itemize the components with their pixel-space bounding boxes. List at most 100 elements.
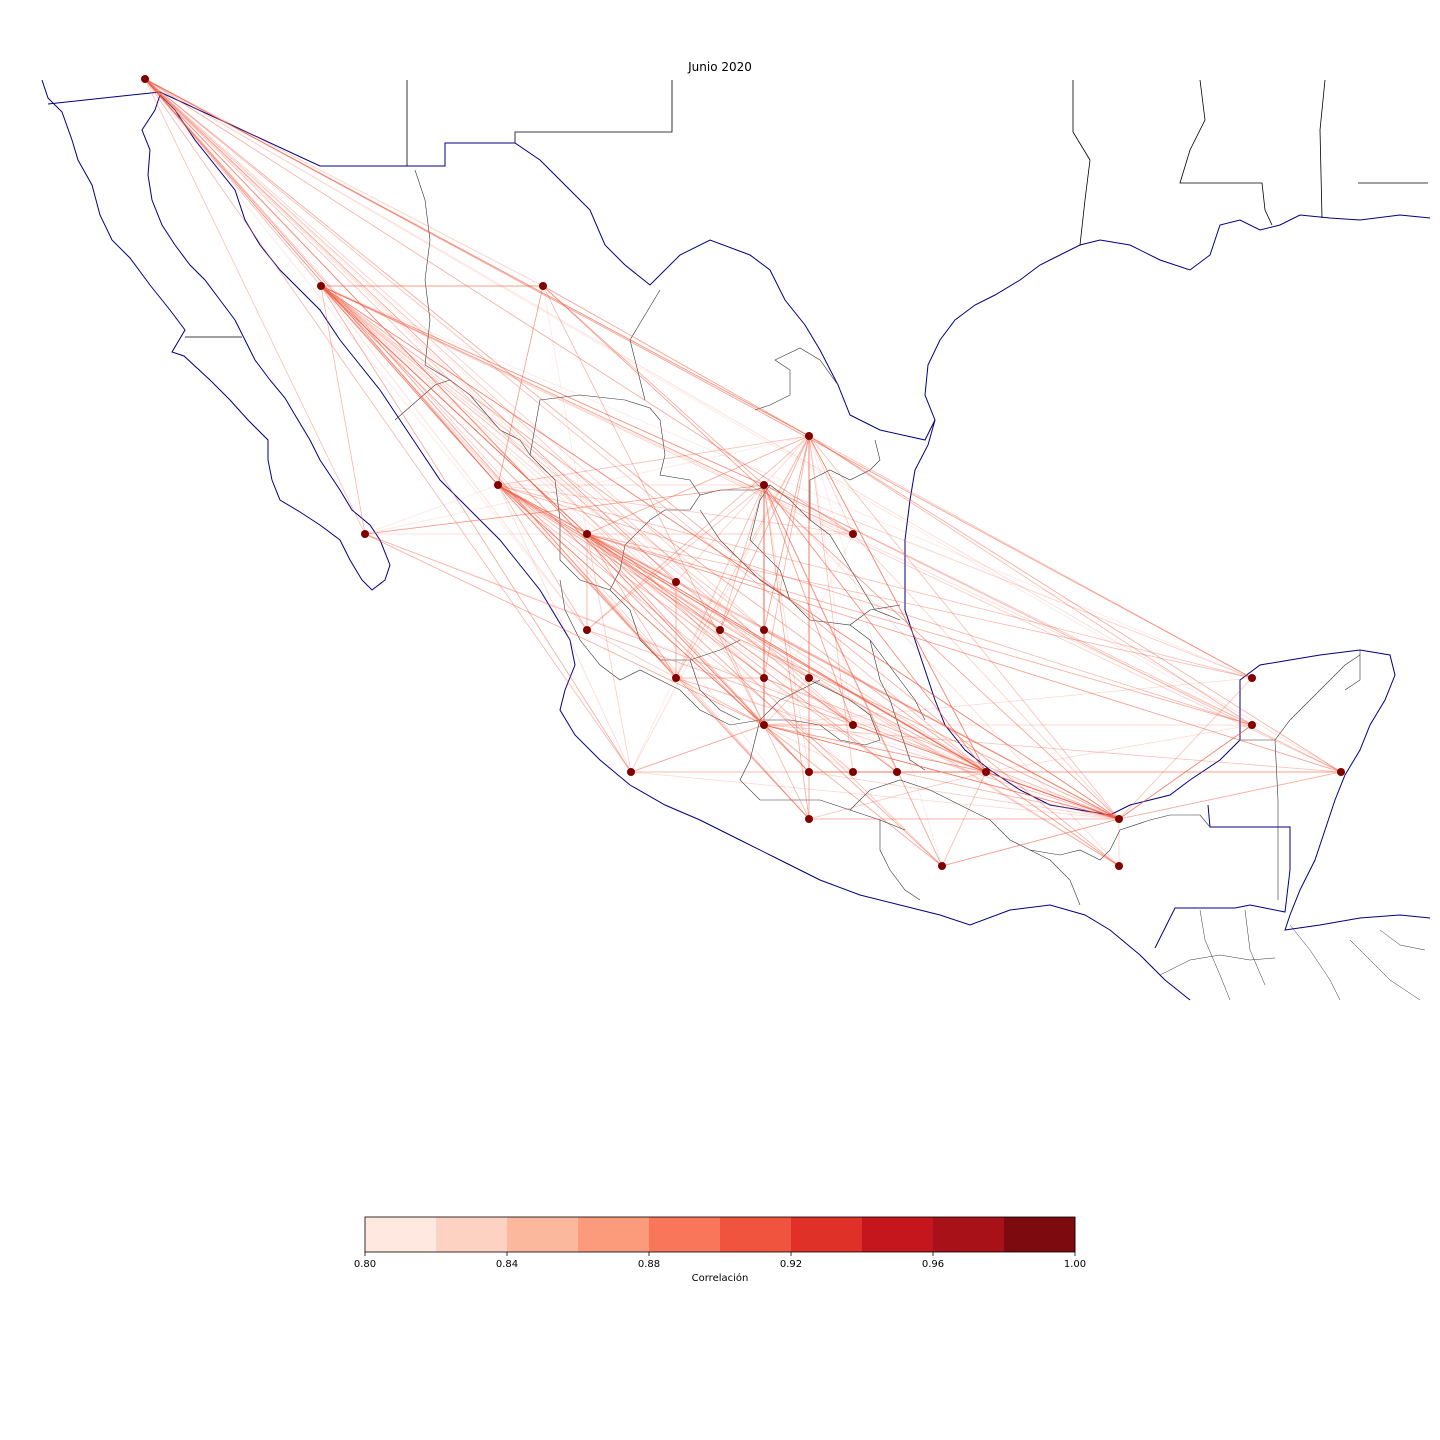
correlation-edge bbox=[808, 435, 854, 535]
city-node bbox=[938, 862, 946, 870]
correlation-edge bbox=[364, 533, 1120, 820]
correlation-edge bbox=[497, 484, 588, 535]
city-node bbox=[1248, 721, 1256, 729]
correlation-edge bbox=[364, 533, 765, 726]
correlation-edge bbox=[719, 435, 810, 631]
correlation-edge bbox=[497, 435, 810, 486]
city-node bbox=[760, 674, 768, 682]
correlation-edge bbox=[586, 435, 810, 631]
correlation-edge bbox=[675, 484, 765, 583]
correlation-edge bbox=[144, 78, 588, 631]
correlation-edge bbox=[852, 533, 1120, 820]
correlation-edge bbox=[320, 285, 765, 631]
correlation-edge bbox=[586, 533, 943, 867]
correlation-edge bbox=[941, 771, 987, 867]
correlation-edge bbox=[763, 629, 987, 773]
correlation-edge bbox=[497, 484, 810, 820]
city-node bbox=[1115, 862, 1123, 870]
city-nodes bbox=[141, 75, 1345, 870]
correlation-edge bbox=[586, 533, 810, 820]
correlation-edge bbox=[497, 484, 632, 773]
correlation-edge bbox=[763, 484, 810, 773]
correlation-edge bbox=[808, 435, 1120, 820]
correlation-edge bbox=[586, 533, 765, 726]
correlation-edge bbox=[497, 435, 810, 486]
city-node bbox=[982, 768, 990, 776]
city-node bbox=[760, 481, 768, 489]
correlation-edge bbox=[586, 533, 765, 726]
correlation-edge bbox=[630, 724, 765, 773]
correlation-edge bbox=[144, 78, 721, 631]
correlation-edge bbox=[144, 78, 987, 773]
city-node bbox=[627, 768, 635, 776]
correlation-network-map bbox=[41, 75, 1431, 1001]
correlation-edge bbox=[497, 484, 1120, 820]
correlation-edge bbox=[586, 533, 1253, 726]
colorbar-tick-label: 0.84 bbox=[496, 1259, 518, 1270]
correlation-edge bbox=[144, 78, 499, 486]
city-node bbox=[672, 578, 680, 586]
correlation-edge bbox=[320, 285, 765, 486]
correlation-edge bbox=[586, 533, 632, 773]
city-node bbox=[805, 432, 813, 440]
correlation-edge bbox=[808, 435, 1253, 726]
correlation-edge bbox=[497, 285, 544, 486]
sonora-sinaloa-coast bbox=[159, 94, 1191, 1001]
colorbar-segment bbox=[933, 1217, 1005, 1252]
city-node bbox=[494, 481, 502, 489]
correlation-edge bbox=[763, 484, 1253, 679]
city-node bbox=[539, 282, 547, 290]
correlation-edge bbox=[320, 285, 810, 820]
correlation-edge bbox=[542, 285, 810, 437]
correlation-edge bbox=[719, 629, 765, 726]
colorbar-tick-label: 0.92 bbox=[780, 1259, 802, 1270]
correlation-edge bbox=[763, 484, 1253, 726]
correlation-edge bbox=[364, 484, 765, 535]
correlation-edge bbox=[941, 818, 1120, 867]
correlation-edge bbox=[896, 771, 1120, 820]
colorbar-segment bbox=[365, 1217, 437, 1252]
city-node bbox=[849, 530, 857, 538]
correlation-edge bbox=[763, 484, 810, 820]
correlation-edge bbox=[763, 724, 987, 773]
colorbar-tick-label: 0.96 bbox=[922, 1259, 944, 1270]
land-outlines bbox=[41, 79, 1431, 1001]
correlation-edge bbox=[542, 285, 588, 535]
correlation-edge bbox=[763, 724, 810, 820]
correlation-edge bbox=[144, 78, 810, 773]
correlation-edge bbox=[630, 435, 810, 773]
correlation-edge bbox=[320, 285, 765, 486]
correlation-edge bbox=[675, 677, 765, 726]
correlation-edge bbox=[808, 771, 987, 820]
correlation-edge bbox=[719, 629, 1120, 820]
correlation-edge bbox=[763, 629, 1120, 820]
correlation-edge bbox=[630, 484, 765, 773]
correlation-edge bbox=[630, 771, 1120, 820]
correlation-edge bbox=[675, 435, 810, 679]
correlation-edge bbox=[763, 724, 987, 773]
correlation-edge bbox=[144, 78, 677, 679]
correlation-edge bbox=[808, 435, 1342, 773]
correlation-edge bbox=[497, 484, 588, 631]
correlation-edge bbox=[144, 78, 1342, 773]
correlation-edge bbox=[497, 484, 721, 631]
city-node bbox=[1248, 674, 1256, 682]
correlation-edge bbox=[808, 435, 987, 773]
colorbar-tick-label: 0.80 bbox=[354, 1259, 376, 1270]
correlation-edge bbox=[320, 285, 1253, 726]
mexico-state-borders bbox=[394, 169, 1361, 906]
city-node bbox=[141, 75, 149, 83]
us-state-lines bbox=[185, 79, 1428, 338]
guatemala-departments bbox=[1159, 909, 1426, 1001]
correlation-edge bbox=[675, 581, 987, 773]
correlation-edge bbox=[808, 435, 1253, 679]
correlation-edge bbox=[497, 484, 987, 773]
correlation-edge bbox=[763, 724, 943, 867]
correlation-edge bbox=[763, 484, 1120, 867]
correlation-edge bbox=[985, 771, 1120, 867]
correlation-edge bbox=[320, 285, 987, 773]
city-node bbox=[1337, 768, 1345, 776]
correlation-edge bbox=[144, 78, 810, 820]
correlation-edge bbox=[985, 724, 1253, 773]
correlation-edge bbox=[763, 677, 1253, 726]
